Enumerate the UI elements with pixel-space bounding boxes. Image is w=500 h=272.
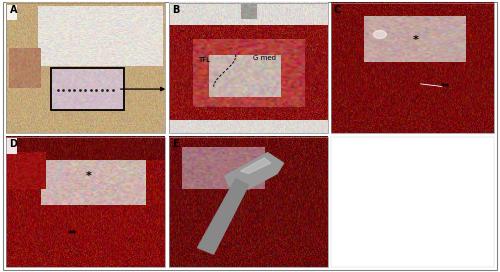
Bar [6,138,17,154]
Text: D: D [9,139,17,149]
Polygon shape [240,158,271,174]
Bar [6,137,165,267]
Text: C: C [334,5,341,16]
Text: E: E [172,139,178,149]
Text: *: * [86,171,91,181]
Text: G med: G med [253,55,276,61]
Text: TFL: TFL [198,57,210,63]
Text: *: * [413,35,418,45]
Polygon shape [224,153,284,189]
Bar [7,5,17,20]
Bar [6,3,165,133]
Text: **: ** [68,230,78,239]
Bar [50,68,124,110]
Bar [331,3,494,133]
Text: A: A [10,5,18,16]
Ellipse shape [374,30,386,38]
Bar [331,137,494,267]
Bar [169,137,328,267]
Text: B: B [172,5,180,16]
Bar [169,3,328,133]
Polygon shape [198,179,248,254]
Text: **: ** [440,83,450,92]
